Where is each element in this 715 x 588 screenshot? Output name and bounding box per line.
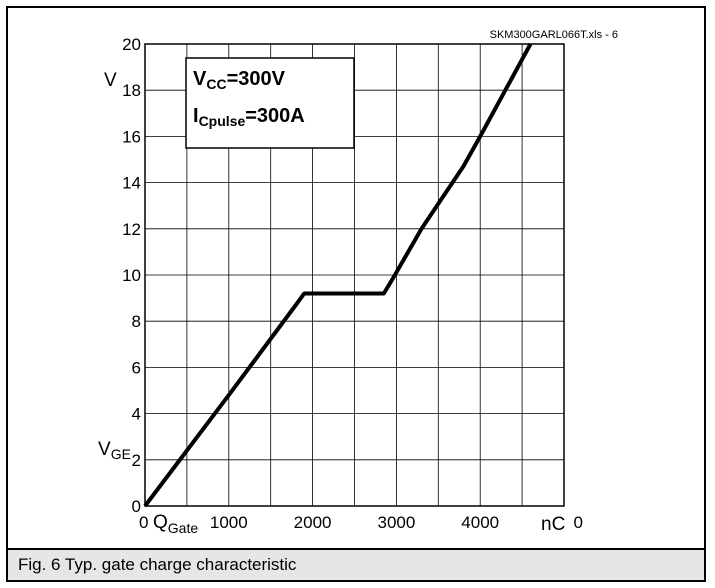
- y-tick-label: 8: [132, 312, 141, 331]
- y-unit-label: V: [104, 70, 117, 91]
- conditions-box-border: [185, 57, 355, 149]
- conditions-box: VCC=300V ICpulse=300A: [185, 57, 355, 149]
- x-unit-mask: [539, 510, 573, 532]
- condition-vcc-value: =300V: [227, 68, 286, 90]
- y-tick-label: 10: [122, 266, 141, 285]
- x-axis-label-main: Q: [153, 512, 168, 533]
- x-tick-label: 4000: [461, 513, 499, 532]
- x-tick-labels: 010002000300040005000: [139, 513, 583, 532]
- condition-icpulse: ICpulse=300A: [193, 105, 305, 129]
- y-axis-label-sub: GE: [111, 446, 131, 462]
- caption-bar: Fig. 6 Typ. gate charge characteristic: [6, 548, 706, 582]
- condition-icpulse-main: I: [193, 105, 199, 127]
- condition-vcc: VCC=300V: [193, 68, 286, 92]
- y-tick-labels: 0 2 4 6 8 10 12 14 16 18 20: [122, 35, 141, 516]
- y-tick-label: 2: [132, 451, 141, 470]
- x-unit-label: nC: [541, 514, 565, 535]
- y-tick-label: 14: [122, 174, 141, 193]
- gate-charge-curve: [143, 43, 533, 508]
- x-tick-label: 2000: [294, 513, 332, 532]
- plot-area-border: [144, 43, 565, 507]
- x-tick-label: 3000: [377, 513, 415, 532]
- condition-vcc-main: V: [193, 68, 207, 90]
- x-axis-label-sub: Gate: [168, 520, 199, 536]
- y-axis-label: VGE: [98, 439, 131, 462]
- figure-caption: Fig. 6 Typ. gate charge characteristic: [18, 555, 297, 574]
- y-tick-label: 0: [132, 497, 141, 516]
- x-tick-label: 0: [139, 513, 148, 532]
- x-tick-label: 1000: [210, 513, 248, 532]
- y-tick-label: 12: [122, 220, 141, 239]
- condition-icpulse-sub: Cpulse: [199, 113, 246, 129]
- y-tick-label: 18: [122, 81, 141, 100]
- file-label: SKM300GARL066T.xls - 6: [490, 29, 618, 41]
- y-axis-label-main: V: [98, 439, 111, 460]
- y-tick-label: 6: [132, 358, 141, 377]
- condition-vcc-sub: CC: [206, 76, 226, 92]
- condition-icpulse-value: =300A: [245, 105, 305, 127]
- y-tick-label: 4: [132, 405, 141, 424]
- y-tick-label: 20: [122, 35, 141, 54]
- y-tick-label: 16: [122, 127, 141, 146]
- x-axis-label: QGate: [153, 512, 198, 536]
